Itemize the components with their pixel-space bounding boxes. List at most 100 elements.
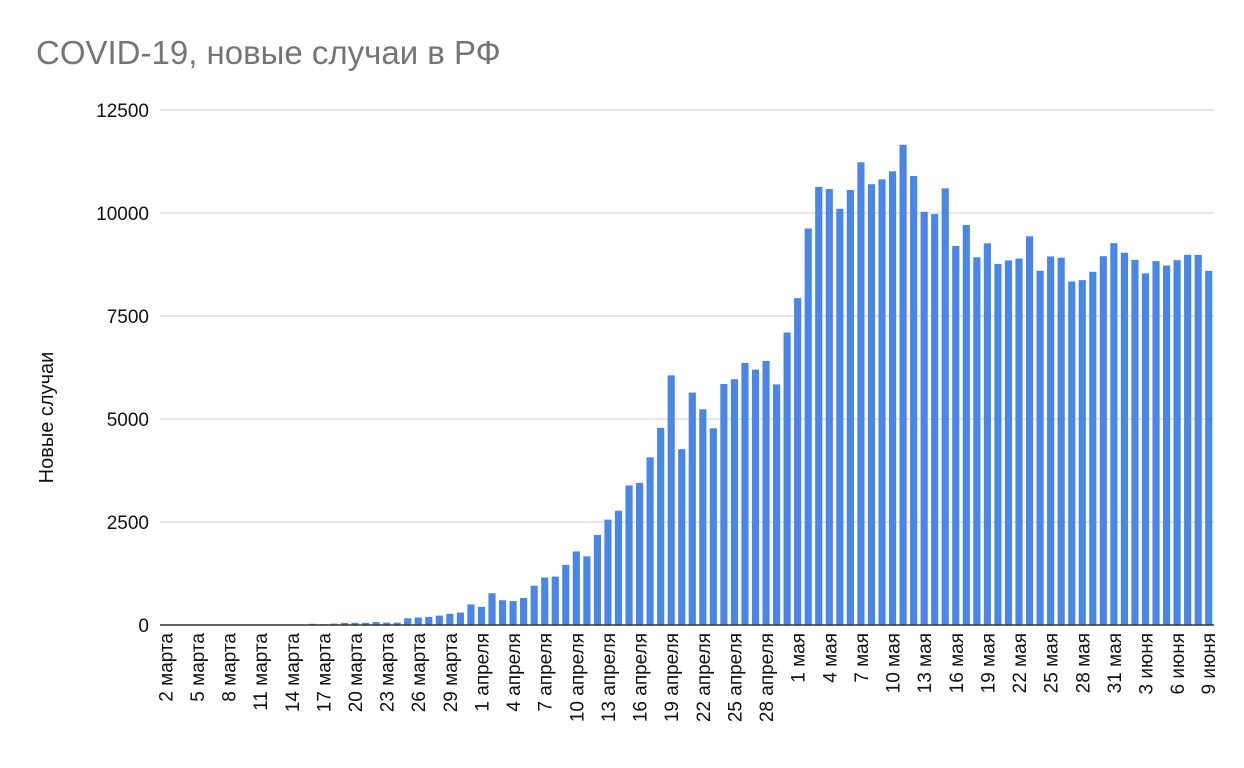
x-tick-label: 13 апреля (599, 633, 620, 722)
bar (1110, 243, 1118, 625)
bar (910, 175, 918, 625)
bar (720, 384, 728, 625)
bar (699, 409, 707, 625)
bar (657, 427, 665, 625)
x-tick-label: 1 апреля (472, 633, 493, 712)
y-tick-labels: 0 2500 5000 7500 10000 12500 (96, 101, 149, 637)
x-tick-label: 3 июня (1136, 633, 1157, 695)
bar (477, 606, 486, 625)
bar (414, 617, 422, 625)
bar (857, 162, 865, 625)
bar (730, 379, 739, 625)
y-tick-label: 0 (138, 616, 149, 637)
bar (1078, 280, 1086, 625)
bar (931, 214, 939, 625)
bar (1047, 256, 1055, 625)
bar (688, 392, 696, 625)
bar (773, 384, 781, 625)
bar (952, 245, 960, 625)
y-axis-label: Новые случаи (36, 352, 58, 484)
x-tick-label: 7 мая (852, 633, 873, 683)
bar (973, 257, 981, 625)
bar (1004, 260, 1013, 625)
x-tick-label: 9 июня (1199, 633, 1220, 695)
bar (1036, 270, 1044, 625)
bar (446, 613, 454, 625)
x-tick-label: 22 мая (1010, 633, 1031, 693)
bar (404, 618, 412, 625)
bar (614, 510, 623, 625)
y-tick-label: 7500 (107, 307, 149, 328)
x-tick-label: 20 марта (346, 633, 367, 713)
x-tick-label: 10 мая (884, 633, 905, 693)
x-tick-label: 17 марта (314, 633, 335, 713)
bar (783, 332, 791, 625)
bar (678, 449, 686, 625)
x-tick-label: 16 мая (947, 633, 968, 693)
bar (340, 622, 349, 625)
bar (741, 362, 749, 625)
bar (509, 601, 517, 625)
bar (372, 622, 380, 625)
x-tick-label: 31 мая (1105, 633, 1126, 693)
bar (1141, 273, 1150, 625)
bar (794, 298, 802, 625)
bar (836, 208, 844, 626)
bar (804, 228, 812, 625)
bar (920, 211, 928, 625)
x-tick-label: 26 марта (409, 633, 430, 713)
bar (467, 604, 475, 625)
x-tick-label: 28 мая (1073, 633, 1094, 693)
x-tick-label: 5 марта (188, 633, 209, 702)
x-tick-label: 11 марта (251, 633, 272, 711)
bar (593, 534, 601, 625)
chart-title: COVID-19, новые случаи в РФ (36, 34, 501, 71)
x-tick-label: 28 апреля (757, 633, 778, 722)
x-tick-label: 25 апреля (725, 633, 746, 722)
x-tick-label: 6 июня (1168, 633, 1189, 695)
bar (520, 597, 528, 625)
x-tick-label: 7 апреля (536, 633, 557, 712)
bar (498, 600, 507, 625)
bar (899, 144, 907, 625)
bar (488, 593, 496, 625)
bar (530, 585, 538, 625)
bar (1015, 258, 1023, 625)
x-tick-label: 1 мая (789, 633, 810, 683)
bar (1205, 270, 1213, 625)
bar (562, 564, 570, 625)
bars (161, 144, 1213, 626)
bar (1120, 252, 1128, 625)
bar (1162, 265, 1171, 625)
x-tick-label: 4 мая (820, 633, 841, 683)
bar (983, 243, 991, 626)
x-tick-label: 8 марта (220, 633, 241, 702)
y-tick-label: 5000 (107, 410, 149, 431)
bar (962, 224, 970, 626)
bar (1089, 271, 1097, 625)
bar (646, 457, 654, 625)
x-tick-label: 22 апреля (694, 633, 715, 722)
x-tick-label: 4 апреля (504, 633, 525, 712)
x-tick-label: 19 апреля (662, 633, 683, 722)
bar (846, 189, 854, 625)
bar (1057, 257, 1065, 625)
bar (1131, 259, 1139, 625)
bar (815, 186, 823, 626)
bar (709, 428, 717, 625)
bar (1152, 261, 1160, 625)
x-tick-label: 29 марта (441, 633, 462, 713)
bar (825, 189, 833, 625)
bar (635, 482, 644, 625)
x-tick-label: 10 апреля (567, 633, 588, 722)
bar (878, 179, 886, 625)
bar (888, 171, 897, 625)
x-tick-label: 23 марта (378, 633, 399, 713)
y-tick-label: 12500 (96, 101, 149, 122)
x-tick-label: 25 мая (1042, 633, 1063, 693)
bar (1184, 254, 1192, 625)
bar (762, 360, 770, 625)
x-tick-label: 19 мая (978, 633, 999, 693)
x-tick-label: 2 марта (156, 633, 177, 702)
